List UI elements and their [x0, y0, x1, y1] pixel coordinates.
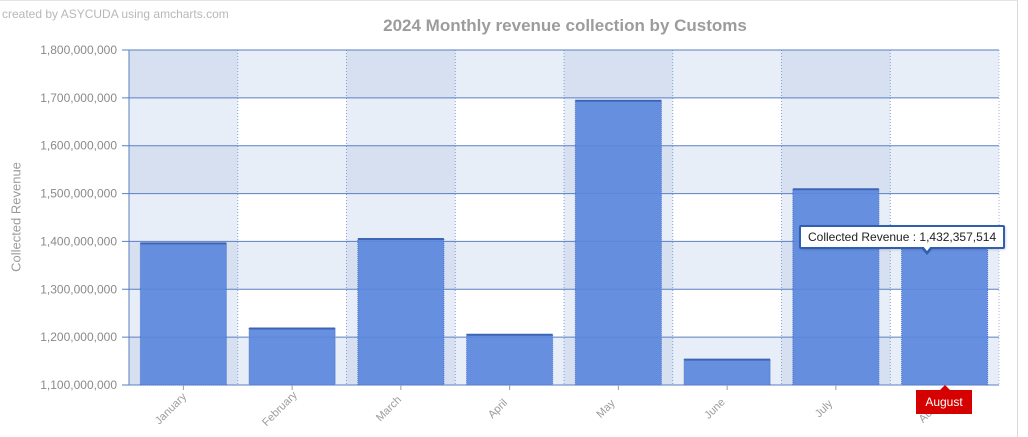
- grid-band-vertical: [346, 50, 456, 98]
- y-tick-label: 1,600,000,000: [40, 139, 117, 153]
- grid-band-vertical: [346, 97, 456, 146]
- grid-band-vertical: [781, 97, 891, 146]
- tooltip-arrow: [921, 246, 933, 255]
- y-tick-label: 1,400,000,000: [40, 234, 117, 248]
- grid-band-vertical: [564, 50, 673, 98]
- grid-band-vertical: [129, 50, 238, 98]
- y-tick-label: 1,500,000,000: [40, 187, 117, 201]
- grid-band-vertical: [129, 145, 238, 194]
- value-tooltip: Collected Revenue : 1,432,357,514: [799, 225, 1006, 255]
- y-tick-label: 1,100,000,000: [40, 378, 117, 392]
- y-tick-label: 1,800,000,000: [40, 43, 117, 57]
- bar: [901, 225, 989, 386]
- y-tick-label: 1,700,000,000: [40, 91, 117, 105]
- grid-band-vertical: [129, 193, 238, 242]
- grid-band-vertical: [129, 97, 238, 146]
- grid-band-vertical: [781, 145, 891, 194]
- bar: [574, 100, 662, 386]
- bar: [466, 334, 554, 386]
- y-tick-label: 1,300,000,000: [40, 282, 117, 296]
- y-tick-label: 1,200,000,000: [40, 330, 117, 344]
- bar: [357, 238, 445, 386]
- credit-text[interactable]: created by ASYCUDA using amcharts.com: [2, 7, 229, 21]
- bar: [248, 328, 336, 386]
- grid-band-vertical: [346, 145, 456, 194]
- bar: [683, 359, 771, 386]
- cursor-category-label: August: [916, 385, 972, 414]
- grid-band-vertical: [346, 193, 456, 242]
- chart-title: 2024 Monthly revenue collection by Custo…: [383, 16, 747, 35]
- tooltip-text: Collected Revenue : 1,432,357,514: [808, 230, 997, 244]
- bar: [139, 242, 227, 386]
- bar: [792, 188, 880, 386]
- grid-band-vertical: [781, 50, 891, 98]
